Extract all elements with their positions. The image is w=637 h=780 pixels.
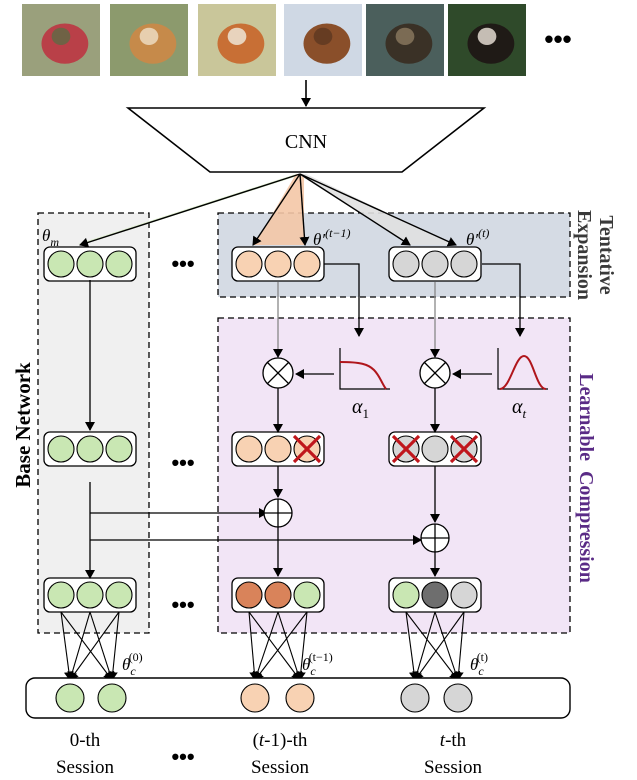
t1-block-1-node <box>293 250 321 278</box>
t-block-1 <box>388 246 482 282</box>
session-t-label: t-th <box>440 730 467 751</box>
t1-block-3-node <box>264 581 292 609</box>
output-node <box>400 683 430 713</box>
t1-block-1-node <box>264 250 292 278</box>
multiply-op-t1 <box>262 357 294 389</box>
output-node <box>97 683 127 713</box>
t1-block-3 <box>231 577 325 613</box>
t1-block-2-node <box>235 435 263 463</box>
base-network-label: Base Network <box>11 362 35 488</box>
t1-block-2-node <box>264 435 292 463</box>
t-block-2 <box>388 431 482 467</box>
t-block-3-node <box>392 581 420 609</box>
dots-row2: ••• <box>171 450 194 475</box>
t-block-3 <box>388 577 482 613</box>
t-block-3-node <box>421 581 449 609</box>
theta-ct-label: θc(t) <box>470 650 488 678</box>
add-op-t1 <box>263 498 293 528</box>
t1-arrow-to-curve <box>324 263 364 337</box>
t1-block-3-node <box>235 581 263 609</box>
theta-c0-label: θc(0) <box>122 650 143 678</box>
pruned-cross-icon <box>449 434 479 464</box>
base-block-3-node <box>76 581 104 609</box>
theta-t1-label: θ′(t−1) <box>313 226 351 249</box>
session-t-word: Session <box>424 757 483 778</box>
base-block-2 <box>43 431 137 467</box>
multiply-op-t <box>419 357 451 389</box>
t1-block-1 <box>231 246 325 282</box>
output-node <box>285 683 315 713</box>
t-block-1-node <box>450 250 478 278</box>
output-node <box>55 683 85 713</box>
shiba-dog-image <box>110 4 188 76</box>
fox-image <box>198 4 276 76</box>
session-t1-word: Session <box>251 757 310 778</box>
tentative-expansion-line2: Expansion <box>573 210 595 300</box>
otter-image <box>366 4 444 76</box>
feature-blocks <box>43 246 482 613</box>
base-block-3-node <box>47 581 75 609</box>
theta-ct1-label: θc(t−1) <box>302 650 333 678</box>
session-0-word: Session <box>56 757 115 778</box>
base-block-1-node <box>76 250 104 278</box>
cnn-label: CNN <box>285 131 327 153</box>
classifier-connections <box>60 611 465 681</box>
cnn-block <box>125 107 487 173</box>
dots-session: ••• <box>171 744 194 769</box>
pruned-cross-icon <box>292 434 322 464</box>
cnn-output-arrows <box>79 173 457 248</box>
pruned-cross-icon <box>391 434 421 464</box>
t-block-1-node <box>392 250 420 278</box>
session-0-label: 0-th <box>70 730 101 751</box>
alpha-1-curve <box>339 348 390 390</box>
tentative-expansion-line1: Tentative <box>595 215 617 294</box>
dots-row3: ••• <box>171 592 194 617</box>
output-node <box>240 683 270 713</box>
t1-block-2 <box>231 431 325 467</box>
input-images <box>22 4 526 76</box>
t-block-1-node <box>421 250 449 278</box>
images-ellipsis: ••• <box>544 24 571 54</box>
dots-row1: ••• <box>171 251 194 276</box>
t1-block-3-node <box>293 581 321 609</box>
base-block-1-node <box>105 250 133 278</box>
add-op-t <box>420 523 450 553</box>
base-block-2-node <box>47 435 75 463</box>
base-block-1-node <box>47 250 75 278</box>
fan-to-t1 <box>254 174 304 245</box>
ferret-image <box>448 4 526 76</box>
learnable-compression-label: Learnable Compression <box>575 373 597 583</box>
theta-m-label: θm <box>42 226 59 249</box>
output-node <box>443 683 473 713</box>
t-arrow-to-curve <box>482 263 525 337</box>
horse-image <box>284 4 362 76</box>
alpha-1-label: α1 <box>352 396 369 421</box>
base-block-3 <box>43 577 137 613</box>
base-block-1 <box>43 246 137 282</box>
t1-block-1-node <box>235 250 263 278</box>
theta-t-label: θ′(t) <box>466 226 489 249</box>
bicycle-image <box>22 4 100 76</box>
base-block-2-node <box>105 435 133 463</box>
base-block-2-node <box>76 435 104 463</box>
base-block-3-node <box>105 581 133 609</box>
alpha-t-curve <box>497 348 548 390</box>
t-block-3-node <box>450 581 478 609</box>
output-nodes <box>55 683 473 713</box>
alpha-t-label: αt <box>512 396 527 421</box>
t-block-2-node <box>421 435 449 463</box>
session-t1-label: (t-1)-th <box>253 730 308 751</box>
